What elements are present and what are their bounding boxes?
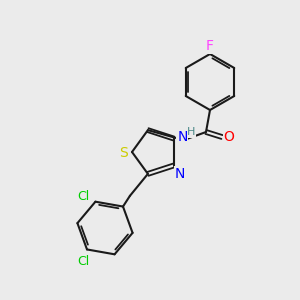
Text: F: F <box>206 39 214 53</box>
Text: H: H <box>187 127 195 137</box>
Text: N: N <box>174 167 185 181</box>
Text: Cl: Cl <box>77 190 89 203</box>
Text: N: N <box>177 132 187 146</box>
Text: Cl: Cl <box>77 255 89 268</box>
Text: O: O <box>224 130 234 144</box>
Text: S: S <box>120 146 128 160</box>
Text: N: N <box>177 130 188 145</box>
